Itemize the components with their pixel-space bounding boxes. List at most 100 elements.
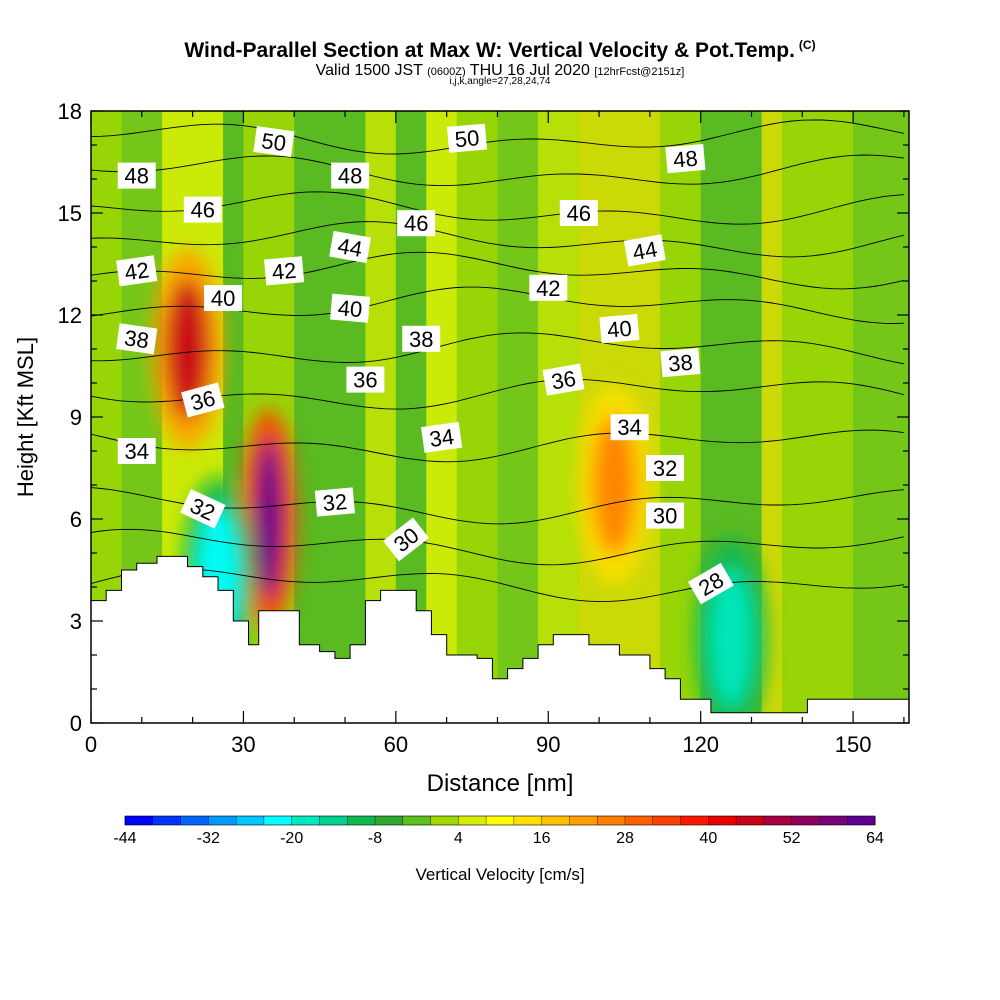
theta-contour-34 <box>91 429 904 463</box>
contour-label: 30 <box>646 502 685 529</box>
colorbar-label: Vertical Velocity [cm/s] <box>415 865 584 884</box>
contour-label-box <box>646 455 685 481</box>
contour-label-text: 48 <box>124 164 148 189</box>
w-extreme-core <box>165 279 210 419</box>
colorbar-tick-label: 64 <box>866 830 884 847</box>
colorbar-swatch <box>180 816 209 825</box>
contour-label-text: 40 <box>337 295 364 322</box>
contour-label-box <box>687 562 734 605</box>
colorbar-swatch <box>208 816 237 825</box>
colorbar-swatch <box>847 816 876 825</box>
x-tick-label: 120 <box>682 732 719 757</box>
valid-utc: (0600Z) <box>427 66 466 78</box>
colorbar-swatch <box>375 816 404 825</box>
colorbar-swatch <box>291 816 320 825</box>
x-tick-label: 30 <box>231 732 255 757</box>
contour-label-box <box>402 325 441 352</box>
contour-label-text: 34 <box>428 424 456 452</box>
valid-date: THU 16 Jul 2020 <box>469 62 590 79</box>
colorbar-swatch <box>736 816 765 825</box>
contour-label: 38 <box>116 323 158 355</box>
contour-label-box <box>314 487 355 517</box>
y-tick-label: 18 <box>58 99 82 124</box>
contour-label-box <box>180 488 226 529</box>
theta-contour-42 <box>91 251 904 290</box>
contour-label-text: 42 <box>271 258 298 285</box>
contour-label-box <box>116 255 158 287</box>
theta-contour-44 <box>91 221 905 258</box>
colorbar-swatch <box>569 816 598 825</box>
contour-label-box <box>117 162 156 189</box>
colorbar-swatch <box>708 816 737 825</box>
contour-label-box <box>529 274 568 301</box>
contour-label: 46 <box>559 200 598 226</box>
contour-label: 32 <box>314 487 355 517</box>
contour-label: 42 <box>116 255 158 287</box>
contour-label-text: 50 <box>260 128 288 156</box>
colorbar-swatch <box>513 816 543 825</box>
colorbar-swatch <box>819 816 848 825</box>
field-band <box>660 111 701 723</box>
theta-contour-48 <box>91 154 904 187</box>
contour-label: 34 <box>420 421 463 453</box>
contour-label: 40 <box>599 313 640 344</box>
contour-label-text: 32 <box>653 456 677 481</box>
forecast-info: [12hrFcst@2151z] <box>594 66 685 78</box>
contour-label-text: 46 <box>567 201 591 226</box>
contour-label: 50 <box>446 123 488 153</box>
contour-label: 44 <box>623 234 666 267</box>
contour-label: 48 <box>331 162 370 189</box>
contour-label-text: 44 <box>631 236 659 265</box>
colorbar-swatch <box>347 816 376 825</box>
w-extreme-core <box>254 439 283 599</box>
contour-label-text: 48 <box>338 164 362 189</box>
valid-prefix: Valid 1500 JST <box>315 62 423 79</box>
field-band <box>294 111 366 723</box>
chart-title: Wind-Parallel Section at Max W: Vertical… <box>0 38 1000 63</box>
y-axis-label: Height [Kft MSL] <box>13 337 38 497</box>
contour-label: 48 <box>665 143 706 174</box>
contour-label: 42 <box>264 256 305 286</box>
contour-label-box <box>346 366 385 393</box>
colorbar-swatch <box>125 816 154 825</box>
colorbar-tick-label: -32 <box>197 830 220 847</box>
contour-label: 32 <box>646 455 685 481</box>
contour-label-box <box>253 126 295 158</box>
x-axis: 0 30 60 90 120 150 <box>85 111 905 757</box>
colorbar-tick-label: -20 <box>280 830 303 847</box>
contour-label-box <box>117 438 156 464</box>
contour-label-box <box>181 382 225 418</box>
y-tick-label: 0 <box>70 711 82 736</box>
y-tick-label: 12 <box>58 303 82 328</box>
colorbar-swatch <box>541 816 570 825</box>
colorbar: -44 -32 -20 -8 4 16 28 40 52 64 <box>113 815 884 847</box>
x-axis-label: Distance [nm] <box>427 770 574 797</box>
field-band <box>761 111 782 723</box>
theta-contour-38 <box>91 332 904 365</box>
contour-label-text: 38 <box>123 325 151 353</box>
contour-label-text: 40 <box>606 316 633 343</box>
x-tick-label: 0 <box>85 732 97 757</box>
contour-label-box <box>204 285 243 311</box>
x-tick-label: 150 <box>835 732 872 757</box>
w-extreme-core <box>709 568 754 708</box>
colorbar-swatch <box>402 816 431 825</box>
colorbar-swatch <box>763 816 793 825</box>
y-tick-label: 9 <box>70 405 82 430</box>
field-band <box>456 111 498 723</box>
contour-label-box <box>599 313 640 344</box>
contour-label: 42 <box>529 274 568 301</box>
colorbar-swatch <box>152 816 181 825</box>
contour-label: 48 <box>117 162 156 189</box>
contour-label-text: 34 <box>617 415 641 440</box>
contour-label-box <box>420 421 463 453</box>
contour-label-text: 30 <box>653 504 677 529</box>
x-tick-label: 90 <box>536 732 560 757</box>
contour-label-box <box>397 210 436 237</box>
contour-label-text: 36 <box>353 368 377 393</box>
contour-label-box <box>610 414 649 441</box>
contour-label-box <box>559 200 598 226</box>
contour-label-text: 42 <box>123 257 151 285</box>
contour-label-text: 42 <box>536 276 560 301</box>
